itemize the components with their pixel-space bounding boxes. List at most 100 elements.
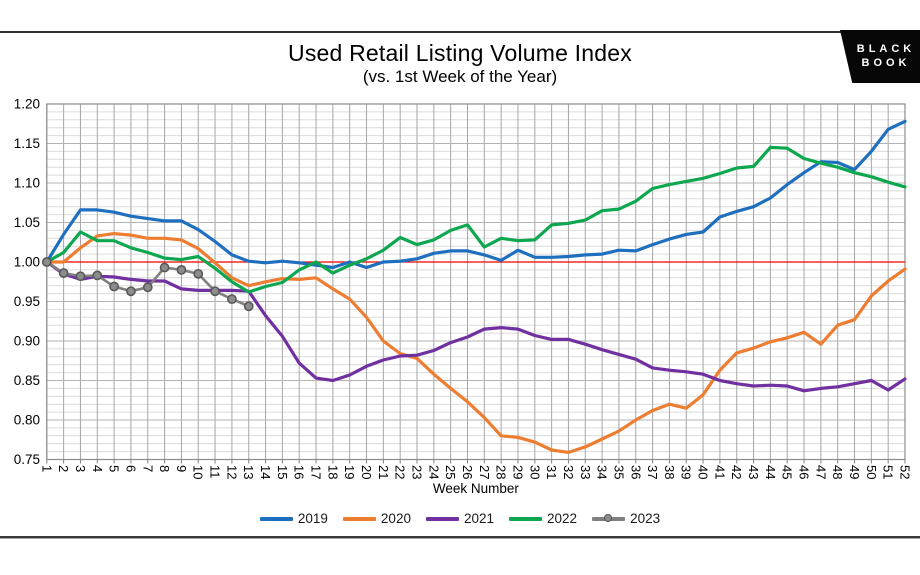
series-marker-2023 <box>193 268 204 279</box>
legend-swatch-2022 <box>509 516 543 521</box>
x-tick-label: 28 <box>494 465 509 479</box>
x-tick-label: 2 <box>56 465 71 472</box>
x-tick-label: 51 <box>881 465 896 479</box>
y-tick-label: 1.15 <box>14 136 40 151</box>
legend-label-2020: 2020 <box>380 511 411 526</box>
legend-item-2022: 2022 <box>509 511 577 526</box>
y-tick-label: 1.00 <box>14 255 40 270</box>
x-tick-label: 32 <box>561 465 576 479</box>
series-marker-2023 <box>109 281 120 292</box>
legend-swatch-2023 <box>592 513 626 522</box>
x-tick-label: 48 <box>830 465 845 479</box>
legend-item-2021: 2021 <box>425 511 494 526</box>
x-tick-label: 49 <box>847 465 862 479</box>
y-tick-label: 0.95 <box>14 294 40 309</box>
x-tick-label: 37 <box>645 465 660 479</box>
legend-marker-dot <box>604 513 613 522</box>
x-tick-label: 43 <box>746 465 761 479</box>
y-tick-label: 0.85 <box>14 373 40 388</box>
x-tick-label: 36 <box>628 465 643 479</box>
legend-label-2019: 2019 <box>297 511 328 526</box>
series-marker-2023 <box>142 282 153 293</box>
series-marker-2023 <box>176 264 187 275</box>
x-tick-label: 12 <box>224 465 239 479</box>
x-tick-label: 19 <box>342 465 357 479</box>
x-tick-label: 31 <box>544 465 559 479</box>
legend-item-2023: 2023 <box>592 511 660 526</box>
x-tick-label: 25 <box>443 465 458 479</box>
x-tick-label: 23 <box>410 465 425 479</box>
legend-label-2023: 2023 <box>630 511 661 526</box>
series-line-2020 <box>45 232 907 454</box>
series-marker-2023 <box>92 270 103 281</box>
x-tick-label: 40 <box>696 465 711 479</box>
bottom-divider <box>0 536 920 539</box>
series-marker-2023 <box>227 294 237 305</box>
x-axis-title: Week Number <box>433 481 520 496</box>
series-line-2022 <box>45 145 907 294</box>
x-tick-label: 11 <box>208 465 223 479</box>
x-tick-label: 42 <box>729 465 744 479</box>
x-tick-label: 26 <box>460 465 475 479</box>
chart-title: Used Retail Listing Volume Index <box>288 40 632 66</box>
series-marker-2023 <box>126 286 136 297</box>
x-tick-label: 4 <box>90 465 105 472</box>
y-tick-label: 1.20 <box>14 97 40 112</box>
x-tick-label: 33 <box>578 465 593 479</box>
x-tick-label: 27 <box>477 465 492 479</box>
series-marker-2023 <box>41 257 52 267</box>
x-tick-label: 45 <box>780 465 795 479</box>
x-tick-label: 15 <box>275 465 290 479</box>
x-tick-label: 13 <box>241 465 256 479</box>
x-tick-label: 44 <box>763 465 778 479</box>
legend-item-2019: 2019 <box>259 511 328 526</box>
series-marker-2023 <box>210 286 220 297</box>
legend-swatch-2021 <box>425 516 459 521</box>
x-tick-label: 17 <box>309 465 324 479</box>
x-tick-label: 9 <box>174 465 189 472</box>
y-tick-label: 1.10 <box>14 176 40 191</box>
y-tick-label: 0.75 <box>14 452 40 467</box>
x-tick-label: 8 <box>157 465 172 472</box>
series-line-2019 <box>45 119 907 270</box>
x-tick-label: 24 <box>426 465 441 479</box>
y-tick-label: 1.05 <box>14 215 40 230</box>
series-marker-2023 <box>243 301 254 312</box>
x-tick-label: 20 <box>359 465 374 479</box>
x-tick-label: 30 <box>527 465 542 479</box>
series-marker-2023 <box>159 262 170 273</box>
x-tick-label: 21 <box>376 465 391 479</box>
x-tick-label: 6 <box>123 465 138 472</box>
x-tick-label: 16 <box>292 465 307 479</box>
x-tick-label: 47 <box>813 465 828 479</box>
x-tick-label: 10 <box>191 465 206 479</box>
x-tick-label: 22 <box>393 465 408 479</box>
series-marker-2023 <box>75 271 86 282</box>
x-tick-label: 34 <box>595 465 610 479</box>
series-line-2021 <box>45 260 907 393</box>
legend-swatch-2019 <box>259 516 293 521</box>
legend-swatch-2020 <box>342 516 376 521</box>
top-divider <box>0 31 920 33</box>
x-tick-label: 1 <box>39 465 54 472</box>
x-tick-label: 39 <box>679 465 694 479</box>
x-tick-label: 14 <box>258 465 273 479</box>
y-tick-label: 0.80 <box>14 413 40 428</box>
x-tick-label: 18 <box>325 465 340 479</box>
x-tick-label: 35 <box>611 465 626 479</box>
x-tick-label: 38 <box>662 465 677 479</box>
x-tick-label: 29 <box>510 465 525 479</box>
legend-item-2020: 2020 <box>342 511 411 526</box>
x-tick-label: 46 <box>797 465 812 479</box>
x-tick-label: 5 <box>107 465 122 472</box>
x-tick-label: 50 <box>864 465 879 479</box>
chart-subtitle: (vs. 1st Week of the Year) <box>362 67 558 86</box>
x-tick-label: 7 <box>140 465 155 472</box>
series-marker-2023 <box>58 268 69 278</box>
x-tick-label: 52 <box>898 465 913 479</box>
chart-legend: 2019 2020 2021 2022 2023 <box>0 511 920 526</box>
x-tick-label: 3 <box>73 465 88 472</box>
y-tick-label: 0.90 <box>14 334 40 349</box>
